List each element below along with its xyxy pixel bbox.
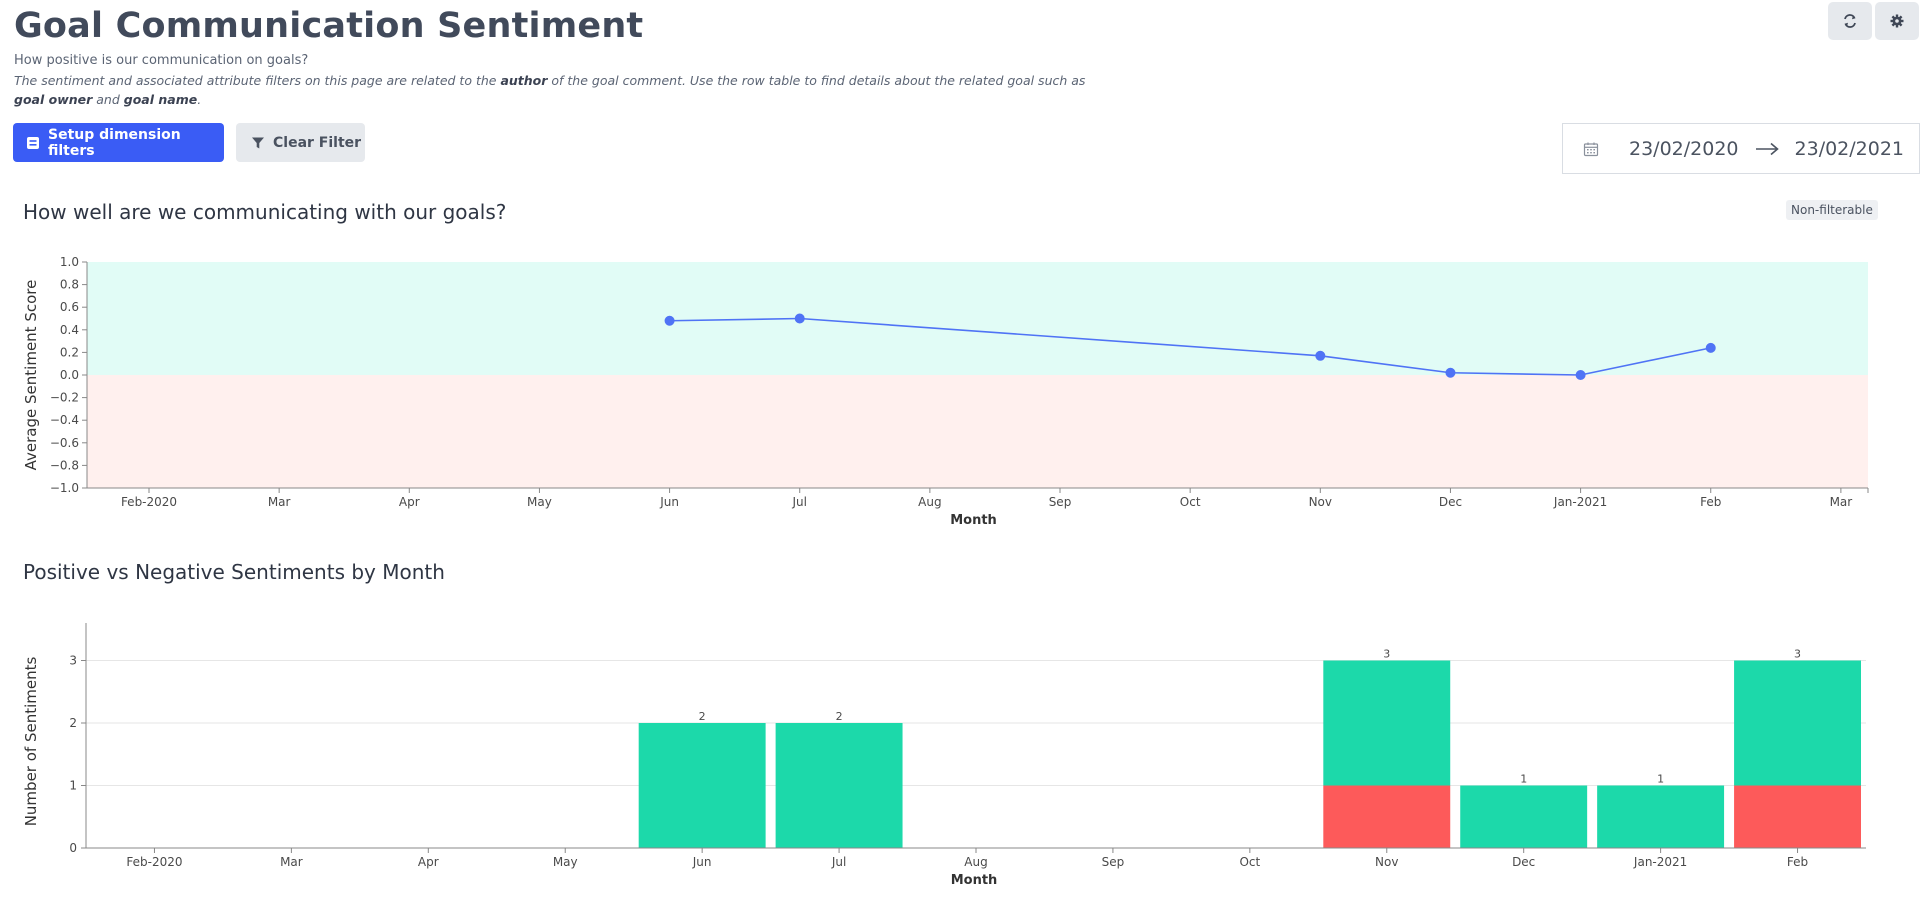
- data-point: [1445, 367, 1456, 378]
- data-point: [1575, 370, 1586, 380]
- x-tick-label: Dec: [1439, 495, 1462, 509]
- bar-total-label: 2: [699, 710, 706, 723]
- sentiment-bar-chart: 0 1 2 3 2 2 3 1 1 3 Feb-2020 Mar Apr May Jun Jul Aug Sep O…: [22, 623, 1866, 888]
- y-tick-label: 1.0: [60, 255, 79, 269]
- y-tick-label: −0.6: [50, 436, 79, 450]
- non-filterable-badge: Non-filterable: [1786, 200, 1878, 220]
- x-tick-label: Feb-2020: [121, 495, 177, 509]
- bar-positive: [775, 723, 903, 848]
- x-tick-label: Oct: [1239, 855, 1260, 869]
- x-tick-label: Sep: [1049, 495, 1072, 509]
- x-tick-label: Apr: [418, 855, 439, 869]
- x-tick-label: May: [553, 855, 578, 869]
- x-tick-label: Feb-2020: [126, 855, 182, 869]
- x-tick-label: Oct: [1180, 495, 1201, 509]
- y-tick-label: 0.8: [60, 278, 79, 292]
- x-tick-label: Mar: [1830, 495, 1853, 509]
- x-tick-label: Jul: [831, 855, 846, 869]
- x-tick-label: Apr: [399, 495, 420, 509]
- bar-total-label: 3: [1794, 648, 1801, 661]
- bar-total-label: 3: [1383, 648, 1390, 661]
- bar-positive: [1597, 785, 1725, 848]
- x-tick-label: Aug: [918, 495, 941, 509]
- y-tick-label: 0.6: [60, 300, 79, 314]
- sentiment-line: [669, 317, 1711, 376]
- data-point: [794, 313, 805, 324]
- x-tick-label: Jun: [692, 855, 712, 869]
- bar-total-label: 1: [1657, 773, 1664, 786]
- negative-band: [87, 375, 1868, 488]
- y-tick-label: −1.0: [50, 481, 79, 495]
- bar-total-label: 2: [836, 710, 843, 723]
- arrow-right-icon: [1755, 142, 1779, 156]
- calendar-icon: [1583, 141, 1605, 157]
- x-tick-label: Aug: [964, 855, 987, 869]
- x-tick-label: Feb: [1787, 855, 1808, 869]
- bar-chart-title: Positive vs Negative Sentiments by Month: [23, 560, 445, 584]
- y-tick-label: −0.2: [50, 391, 79, 405]
- bar-positive: [1734, 660, 1861, 786]
- y-tick-label: 0.4: [60, 323, 79, 337]
- refresh-icon: [1842, 14, 1858, 28]
- x-axis-label: Month: [951, 873, 998, 888]
- x-axis-label: Month: [950, 513, 997, 528]
- y-tick-label: −0.4: [50, 413, 79, 427]
- date-end[interactable]: 23/02/2021: [1794, 137, 1905, 160]
- y-tick-label: 0.0: [60, 368, 79, 382]
- x-tick-label: Nov: [1375, 855, 1398, 869]
- setup-dimension-filters-label: Setup dimension filters: [48, 126, 181, 159]
- page-subtitle: How positive is our communication on goa…: [14, 53, 309, 68]
- line-chart-title: How well are we communicating with our g…: [23, 200, 507, 224]
- description-text: The sentiment and associated attribute f…: [14, 73, 501, 88]
- bar-positive: [638, 723, 766, 848]
- date-start[interactable]: 23/02/2020: [1629, 137, 1739, 160]
- data-point: [1315, 350, 1326, 361]
- y-tick-label: 3: [69, 654, 77, 668]
- settings-button[interactable]: [1875, 2, 1919, 40]
- description-text: of the goal comment. Use the row table t…: [547, 73, 1086, 88]
- x-tick-label: Mar: [280, 855, 303, 869]
- description-emphasis-goal-name: goal name: [123, 92, 198, 107]
- description-text: .: [197, 92, 202, 107]
- x-tick-label: Jun: [659, 495, 679, 509]
- x-tick-label: May: [527, 495, 552, 509]
- x-tick-label: Feb: [1700, 495, 1721, 509]
- data-point: [664, 315, 675, 326]
- date-range-picker[interactable]: 23/02/2020 23/02/2021: [1562, 123, 1920, 174]
- x-tick-label: Jul: [791, 495, 806, 509]
- bar-positive: [1460, 785, 1588, 848]
- y-tick-label: 0.2: [60, 345, 79, 359]
- funnel-icon: [251, 136, 265, 150]
- positive-band: [87, 262, 1868, 375]
- page-title: Goal Communication Sentiment: [14, 6, 644, 46]
- page-description: The sentiment and associated attribute f…: [14, 71, 1109, 109]
- y-axis-label: Number of Sentiments: [22, 657, 40, 827]
- y-tick-label: 0: [69, 841, 77, 855]
- y-tick-label: −0.8: [50, 458, 79, 472]
- x-tick-label: Jan-2021: [1553, 495, 1607, 509]
- bar-negative: [1734, 785, 1861, 848]
- bar-negative: [1323, 785, 1451, 848]
- x-tick-label: Jan-2021: [1633, 855, 1687, 869]
- clear-filter-label: Clear Filter: [273, 134, 362, 151]
- sentiment-line-chart: 1.0 0.8 0.6 0.4 0.2 0.0 −0.2 −0.4 −0.6 −0.8 −1.0 Fe…: [22, 255, 1869, 528]
- x-tick-label: Sep: [1102, 855, 1125, 869]
- description-emphasis-author: author: [500, 73, 548, 88]
- y-tick-label: 1: [69, 779, 77, 793]
- description-emphasis-goal-owner: goal owner: [14, 92, 93, 107]
- clear-filter-button[interactable]: Clear Filter: [236, 123, 365, 162]
- y-tick-label: 2: [69, 716, 77, 730]
- x-tick-label: Nov: [1309, 495, 1332, 509]
- y-axis-label: Average Sentiment Score: [22, 280, 40, 471]
- setup-dimension-filters-button[interactable]: Setup dimension filters: [13, 123, 224, 162]
- refresh-button[interactable]: [1828, 2, 1872, 40]
- bar-positive: [1323, 660, 1451, 786]
- data-point: [1705, 342, 1716, 353]
- bar-total-label: 1: [1520, 773, 1527, 786]
- x-tick-label: Mar: [268, 495, 291, 509]
- gear-icon: [1890, 14, 1904, 28]
- filter-list-icon: [26, 136, 40, 150]
- description-text: and: [92, 92, 124, 107]
- x-tick-label: Dec: [1512, 855, 1535, 869]
